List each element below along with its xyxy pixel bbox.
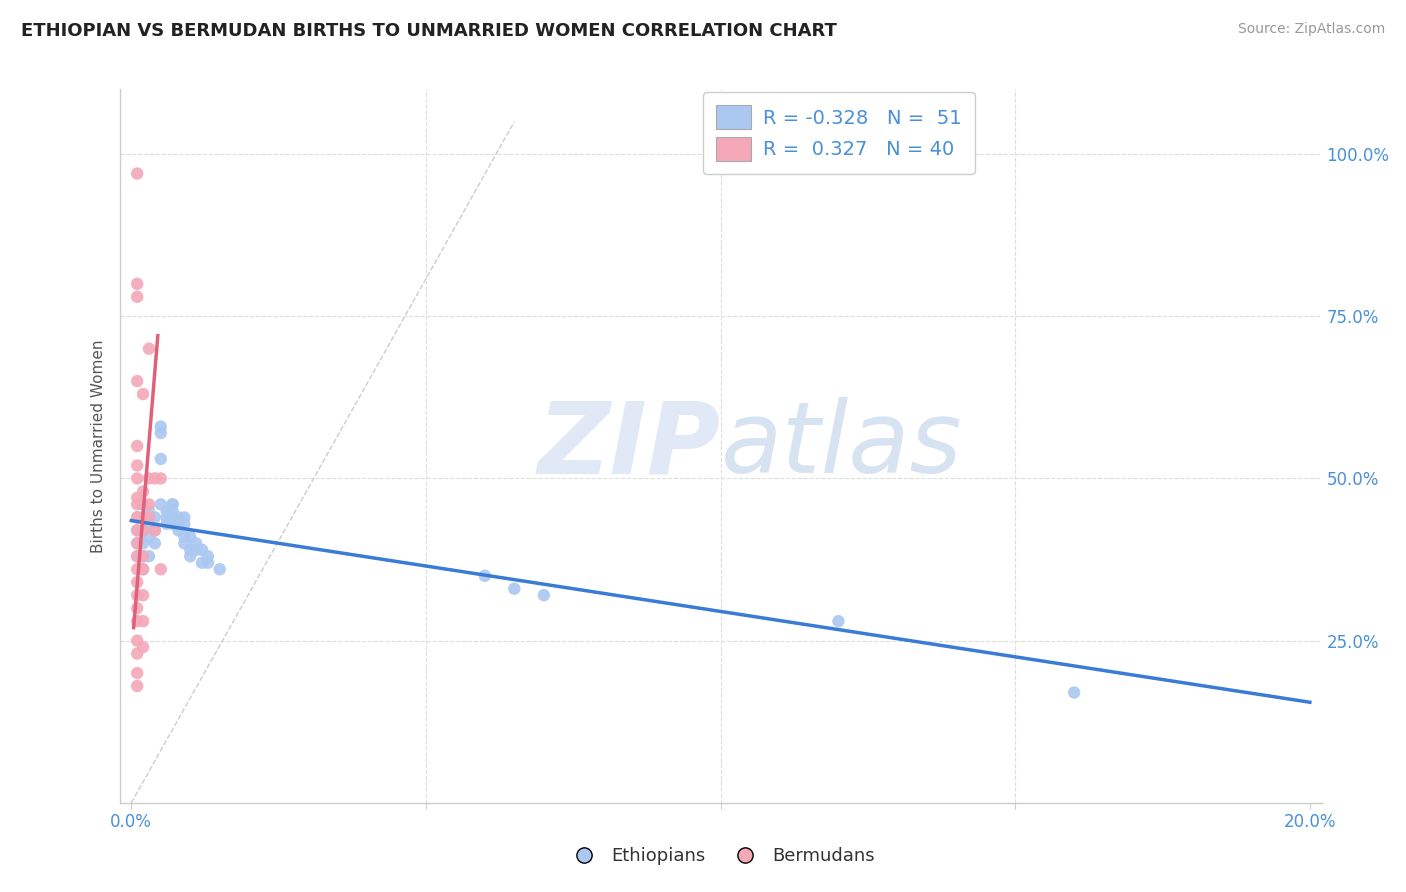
Legend: R = -0.328   N =  51, R =  0.327   N = 40: R = -0.328 N = 51, R = 0.327 N = 40 bbox=[703, 92, 976, 174]
Point bbox=[184, 536, 207, 550]
Point bbox=[143, 524, 166, 538]
Point bbox=[127, 277, 149, 291]
Point bbox=[127, 374, 149, 388]
Point bbox=[162, 510, 184, 524]
Point bbox=[156, 516, 179, 531]
Point bbox=[127, 536, 149, 550]
Point bbox=[132, 562, 155, 576]
Point bbox=[127, 666, 149, 681]
Point bbox=[149, 419, 172, 434]
Point bbox=[156, 504, 179, 518]
Point bbox=[143, 524, 166, 538]
Point bbox=[127, 524, 149, 538]
Point bbox=[127, 167, 149, 181]
Point bbox=[127, 458, 149, 473]
Point bbox=[127, 510, 149, 524]
Text: ETHIOPIAN VS BERMUDAN BIRTHS TO UNMARRIED WOMEN CORRELATION CHART: ETHIOPIAN VS BERMUDAN BIRTHS TO UNMARRIE… bbox=[21, 22, 837, 40]
Point bbox=[533, 588, 555, 602]
Point bbox=[179, 542, 201, 557]
Point bbox=[138, 530, 160, 544]
Point bbox=[132, 497, 155, 511]
Point bbox=[149, 497, 172, 511]
Point bbox=[191, 542, 214, 557]
Point bbox=[138, 497, 160, 511]
Point bbox=[503, 582, 526, 596]
Point bbox=[173, 530, 195, 544]
Point bbox=[132, 549, 155, 564]
Text: Source: ZipAtlas.com: Source: ZipAtlas.com bbox=[1237, 22, 1385, 37]
Point bbox=[127, 549, 149, 564]
Point bbox=[127, 575, 149, 590]
Point bbox=[827, 614, 849, 628]
Point bbox=[132, 510, 155, 524]
Point bbox=[167, 510, 190, 524]
Point bbox=[132, 562, 155, 576]
Point bbox=[197, 556, 219, 570]
Point bbox=[474, 568, 496, 582]
Point bbox=[138, 516, 160, 531]
Point bbox=[162, 504, 184, 518]
Point bbox=[138, 549, 160, 564]
Point bbox=[156, 510, 179, 524]
Point bbox=[162, 497, 184, 511]
Point bbox=[191, 556, 214, 570]
Point bbox=[179, 549, 201, 564]
Point bbox=[173, 536, 195, 550]
Point bbox=[127, 290, 149, 304]
Point bbox=[127, 439, 149, 453]
Point bbox=[179, 530, 201, 544]
Point bbox=[127, 647, 149, 661]
Point bbox=[127, 562, 149, 576]
Point bbox=[149, 562, 172, 576]
Point bbox=[162, 497, 184, 511]
Point bbox=[127, 471, 149, 485]
Text: atlas: atlas bbox=[720, 398, 962, 494]
Point bbox=[132, 524, 155, 538]
Point bbox=[127, 588, 149, 602]
Point bbox=[132, 536, 155, 550]
Point bbox=[143, 536, 166, 550]
Point bbox=[127, 633, 149, 648]
Point bbox=[132, 588, 155, 602]
Point bbox=[138, 504, 160, 518]
Point bbox=[138, 342, 160, 356]
Point bbox=[167, 516, 190, 531]
Point bbox=[149, 471, 172, 485]
Point bbox=[132, 497, 155, 511]
Point bbox=[127, 549, 149, 564]
Point bbox=[184, 542, 207, 557]
Point bbox=[149, 425, 172, 440]
Text: ZIP: ZIP bbox=[537, 398, 720, 494]
Point bbox=[127, 510, 149, 524]
Point bbox=[138, 471, 160, 485]
Point bbox=[143, 510, 166, 524]
Point bbox=[1063, 685, 1085, 699]
Point bbox=[127, 497, 149, 511]
Point bbox=[138, 510, 160, 524]
Point bbox=[132, 387, 155, 401]
Point bbox=[173, 510, 195, 524]
Point bbox=[127, 536, 149, 550]
Point bbox=[132, 614, 155, 628]
Point bbox=[127, 601, 149, 615]
Point bbox=[127, 491, 149, 505]
Point bbox=[173, 516, 195, 531]
Y-axis label: Births to Unmarried Women: Births to Unmarried Women bbox=[90, 339, 105, 553]
Point bbox=[127, 679, 149, 693]
Point bbox=[143, 471, 166, 485]
Point bbox=[167, 524, 190, 538]
Point bbox=[162, 516, 184, 531]
Point bbox=[149, 452, 172, 467]
Point bbox=[132, 510, 155, 524]
Point bbox=[132, 524, 155, 538]
Point bbox=[132, 640, 155, 654]
Point bbox=[127, 614, 149, 628]
Point bbox=[197, 549, 219, 564]
Point bbox=[208, 562, 231, 576]
Point bbox=[132, 549, 155, 564]
Point bbox=[132, 484, 155, 499]
Point bbox=[127, 524, 149, 538]
